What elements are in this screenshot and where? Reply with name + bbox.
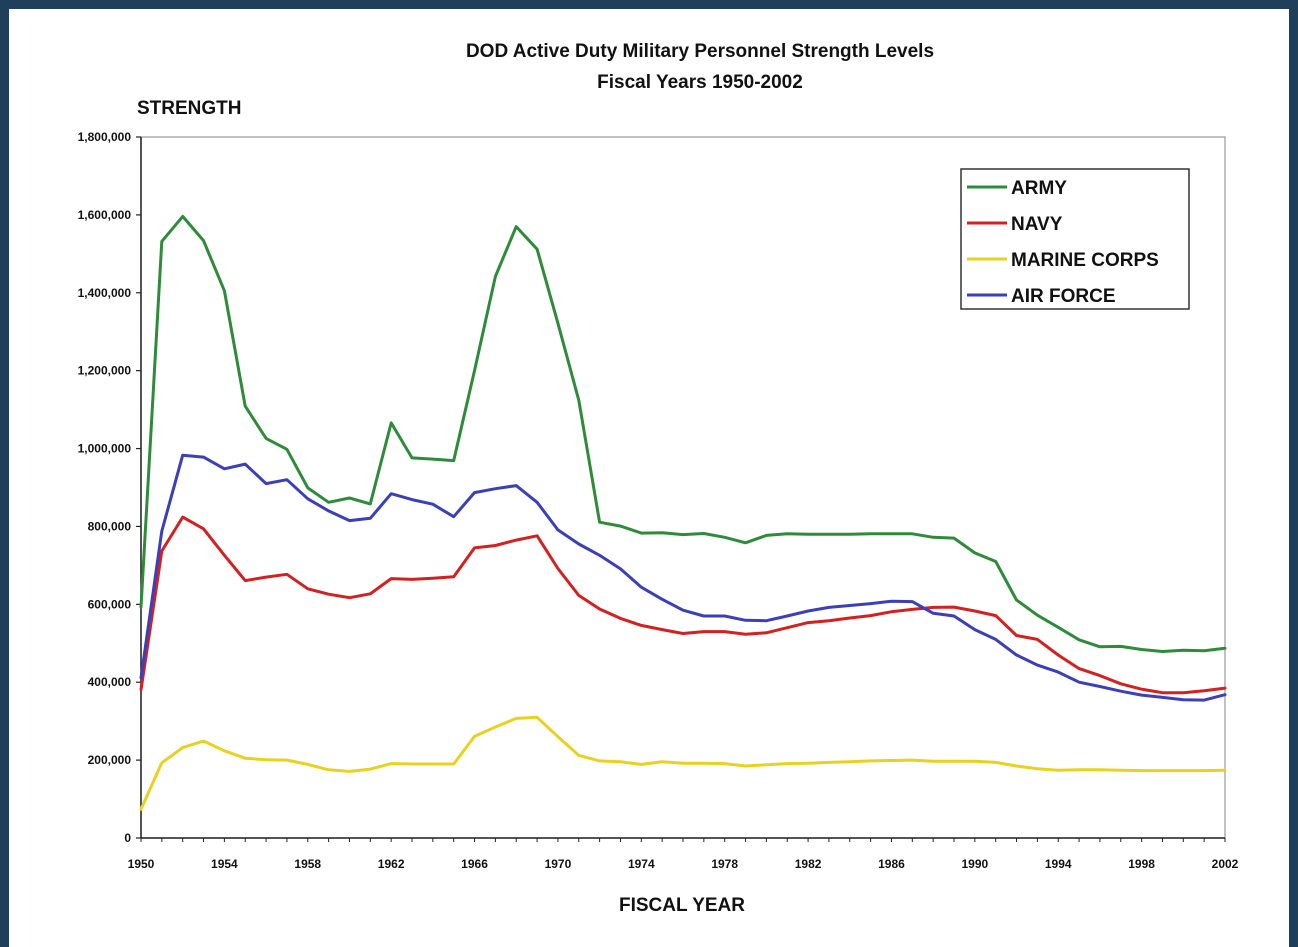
y-tick-label: 1,200,000	[78, 364, 132, 378]
plot-area: 0 200,000 400,000 600,000 800,000 1,000,000 1,…	[78, 130, 1239, 871]
x-tick-label: 1998	[1128, 857, 1155, 871]
y-tick-label: 400,000	[88, 675, 132, 689]
series-line-marine-corps	[139, 715, 1227, 811]
x-tick-label: 1990	[961, 857, 988, 871]
series-line-army	[139, 214, 1227, 653]
x-tick-label: 1970	[545, 857, 572, 871]
x-tick-label: 1950	[128, 857, 155, 871]
x-tick-label: 2002	[1212, 857, 1239, 871]
y-tick-label: 200,000	[88, 753, 132, 767]
legend: ARMY NAVY MARINE CORPS AIR FORCE	[960, 168, 1190, 310]
x-tick-label: 1978	[711, 857, 738, 871]
legend-label-air-force: AIR FORCE	[1011, 286, 1116, 307]
x-tick-label: 1958	[294, 857, 321, 871]
x-tick-label: 1982	[795, 857, 822, 871]
chart-title: DOD Active Duty Military Personnel Stren…	[466, 41, 934, 62]
legend-box	[960, 168, 1190, 310]
y-tick-label: 1,800,000	[78, 130, 132, 144]
x-tick-label: 1962	[378, 857, 405, 871]
chart-subtitle: Fiscal Years 1950-2002	[597, 72, 803, 93]
legend-label-army: ARMY	[1011, 178, 1067, 199]
y-tick-label: 600,000	[88, 597, 132, 611]
y-axis-label: STRENGTH	[137, 98, 242, 119]
x-tick-label: 1974	[628, 857, 655, 871]
y-tick-label: 1,600,000	[78, 208, 132, 222]
x-tick-label: 1954	[211, 857, 238, 871]
legend-label-marine-corps: MARINE CORPS	[1011, 250, 1159, 271]
series-line-air-force	[139, 453, 1227, 702]
y-tick-label: 0	[124, 831, 131, 845]
x-tick-label: 1986	[878, 857, 905, 871]
line-chart: DOD Active Duty Military Personnel Stren…	[78, 41, 1239, 916]
y-tick-label: 1,000,000	[78, 442, 132, 456]
y-tick-label: 1,400,000	[78, 286, 132, 300]
series-line-navy	[139, 515, 1227, 695]
y-tick-label: 800,000	[88, 519, 132, 533]
x-tick-label: 1966	[461, 857, 488, 871]
legend-label-navy: NAVY	[1011, 214, 1063, 235]
x-tick-label: 1994	[1045, 857, 1072, 871]
chart-frame: DOD Active Duty Military Personnel Stren…	[9, 9, 1289, 947]
x-axis-label: FISCAL YEAR	[619, 895, 745, 916]
